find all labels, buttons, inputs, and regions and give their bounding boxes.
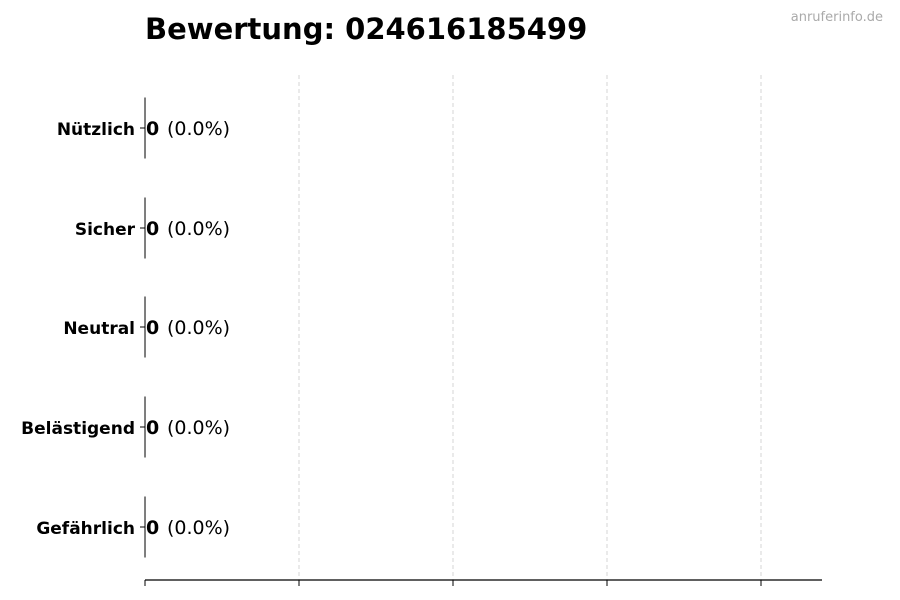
value-label: 0	[146, 517, 159, 539]
category-label: Sicher	[75, 220, 136, 240]
category-label: Neutral	[63, 319, 135, 339]
value-label: 0	[146, 417, 159, 439]
category-label: Belästigend	[21, 419, 135, 439]
value-label: 0	[146, 118, 159, 140]
chart-title: Bewertung: 024616185499	[145, 12, 588, 46]
category-label: Nützlich	[57, 120, 135, 140]
percent-label: (0.0%)	[167, 218, 230, 240]
value-label: 0	[146, 317, 159, 339]
watermark: anruferinfo.de	[790, 10, 883, 25]
category-label: Gefährlich	[36, 519, 135, 539]
value-label: 0	[146, 218, 159, 240]
percent-label: (0.0%)	[167, 417, 230, 439]
percent-label: (0.0%)	[167, 118, 230, 140]
percent-label: (0.0%)	[167, 517, 230, 539]
percent-label: (0.0%)	[167, 317, 230, 339]
